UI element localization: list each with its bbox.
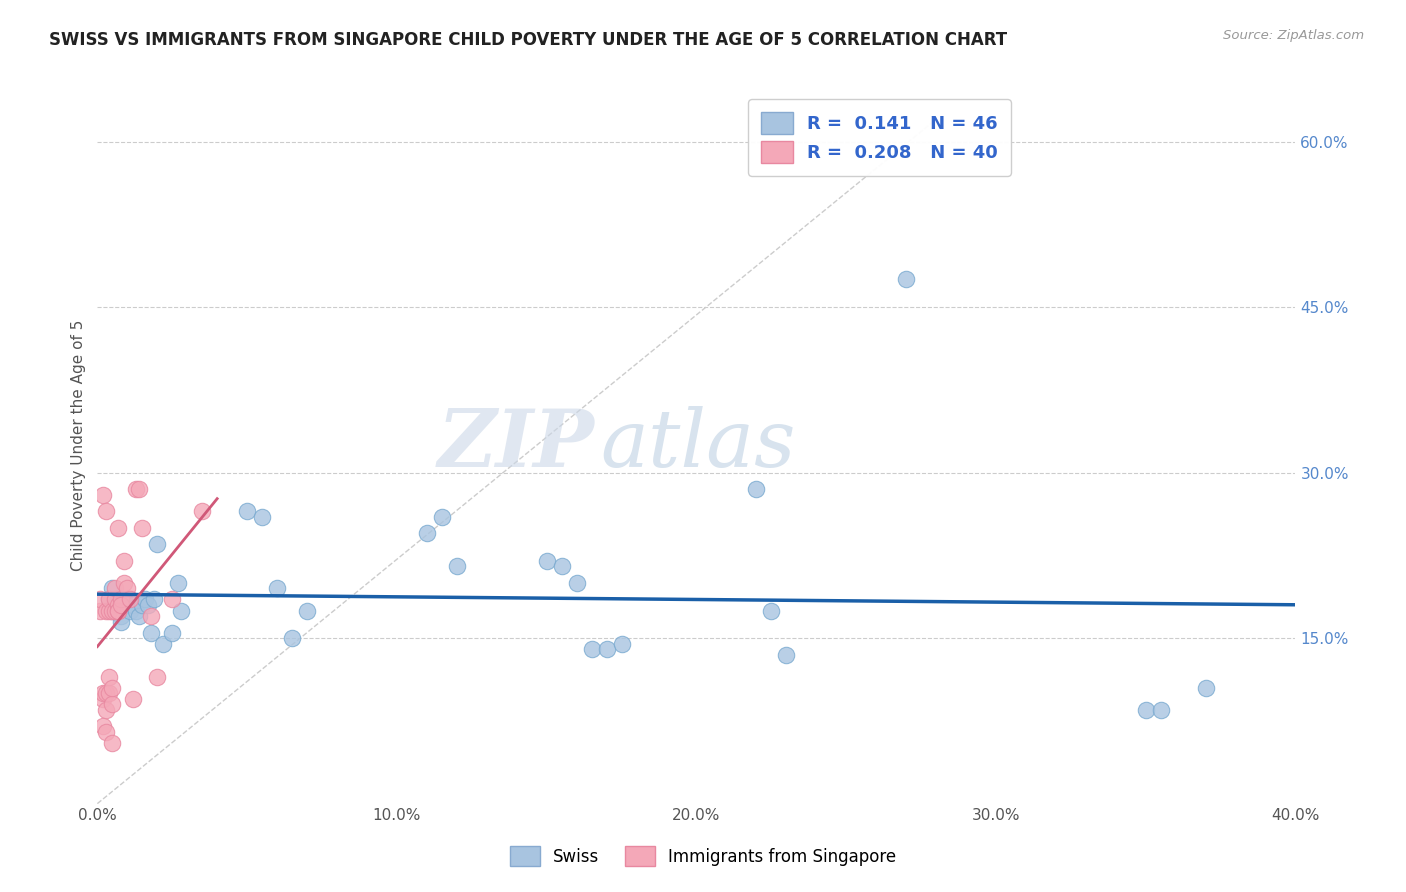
Point — [120, 603, 142, 617]
Point — [141, 625, 163, 640]
Point — [98, 670, 121, 684]
Point — [134, 592, 156, 607]
Point — [107, 603, 129, 617]
Legend: Swiss, Immigrants from Singapore: Swiss, Immigrants from Singapore — [503, 839, 903, 873]
Point — [160, 592, 183, 607]
Point — [112, 576, 135, 591]
Point — [93, 691, 115, 706]
Point — [110, 615, 132, 629]
Point — [104, 582, 127, 596]
Point — [89, 603, 111, 617]
Point — [117, 598, 139, 612]
Point — [93, 719, 115, 733]
Point — [125, 603, 148, 617]
Point — [761, 603, 783, 617]
Point — [430, 509, 453, 524]
Point — [136, 598, 159, 612]
Point — [775, 648, 797, 662]
Point — [96, 603, 118, 617]
Point — [128, 482, 150, 496]
Point — [146, 537, 169, 551]
Point — [250, 509, 273, 524]
Point — [104, 603, 127, 617]
Point — [96, 725, 118, 739]
Point — [96, 504, 118, 518]
Point — [1150, 703, 1173, 717]
Point — [120, 592, 142, 607]
Point — [101, 603, 124, 617]
Point — [110, 592, 132, 607]
Point — [122, 598, 145, 612]
Point — [550, 559, 572, 574]
Point — [101, 698, 124, 712]
Point — [416, 526, 439, 541]
Point — [98, 592, 121, 607]
Point — [745, 482, 768, 496]
Point — [125, 482, 148, 496]
Point — [141, 609, 163, 624]
Point — [89, 592, 111, 607]
Point — [110, 609, 132, 624]
Point — [110, 598, 132, 612]
Y-axis label: Child Poverty Under the Age of 5: Child Poverty Under the Age of 5 — [72, 319, 86, 571]
Point — [170, 603, 193, 617]
Point — [112, 554, 135, 568]
Point — [112, 592, 135, 607]
Point — [143, 592, 166, 607]
Point — [101, 736, 124, 750]
Point — [446, 559, 468, 574]
Text: atlas: atlas — [600, 406, 796, 483]
Point — [565, 576, 588, 591]
Point — [117, 582, 139, 596]
Point — [107, 598, 129, 612]
Point — [93, 488, 115, 502]
Point — [107, 603, 129, 617]
Point — [131, 598, 153, 612]
Point — [101, 582, 124, 596]
Point — [107, 603, 129, 617]
Point — [266, 582, 288, 596]
Point — [295, 603, 318, 617]
Point — [107, 592, 129, 607]
Point — [107, 521, 129, 535]
Point — [98, 686, 121, 700]
Point — [167, 576, 190, 591]
Point — [122, 691, 145, 706]
Point — [146, 670, 169, 684]
Point — [610, 637, 633, 651]
Point — [104, 592, 127, 607]
Point — [101, 681, 124, 695]
Point — [101, 603, 124, 617]
Point — [281, 631, 304, 645]
Point — [98, 592, 121, 607]
Point — [96, 686, 118, 700]
Point — [160, 625, 183, 640]
Point — [581, 642, 603, 657]
Point — [1194, 681, 1216, 695]
Text: ZIP: ZIP — [437, 406, 595, 483]
Point — [128, 609, 150, 624]
Point — [104, 598, 127, 612]
Point — [236, 504, 259, 518]
Point — [595, 642, 617, 657]
Point — [894, 272, 917, 286]
Point — [131, 521, 153, 535]
Point — [1135, 703, 1157, 717]
Point — [104, 603, 127, 617]
Point — [536, 554, 558, 568]
Legend: R =  0.141   N = 46, R =  0.208   N = 40: R = 0.141 N = 46, R = 0.208 N = 40 — [748, 99, 1011, 176]
Point — [191, 504, 214, 518]
Point — [98, 603, 121, 617]
Point — [152, 637, 174, 651]
Text: Source: ZipAtlas.com: Source: ZipAtlas.com — [1223, 29, 1364, 42]
Point — [96, 703, 118, 717]
Point — [93, 686, 115, 700]
Text: SWISS VS IMMIGRANTS FROM SINGAPORE CHILD POVERTY UNDER THE AGE OF 5 CORRELATION : SWISS VS IMMIGRANTS FROM SINGAPORE CHILD… — [49, 31, 1007, 49]
